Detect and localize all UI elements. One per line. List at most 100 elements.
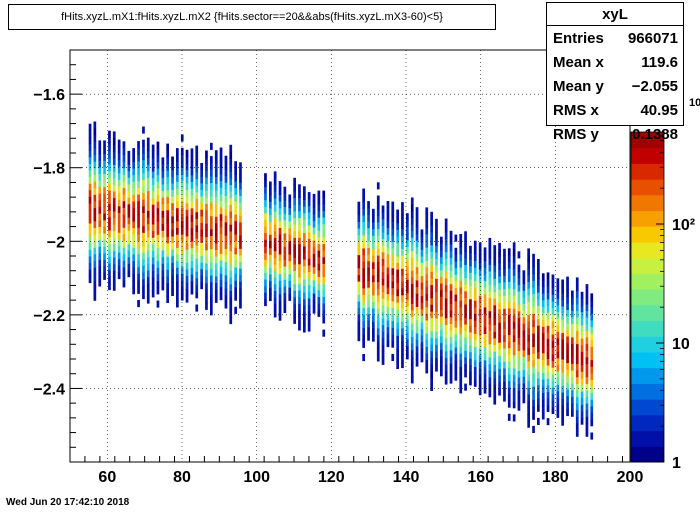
- heatmap-cell: [303, 232, 306, 240]
- heatmap-cell: [122, 174, 126, 182]
- heatmap-cell: [185, 288, 189, 296]
- heatmap-cell: [372, 268, 375, 276]
- heatmap-cell: [264, 206, 267, 214]
- heatmap-cell: [108, 130, 111, 138]
- heatmap-cell: [430, 278, 433, 286]
- heatmap-cell: [537, 364, 540, 372]
- colorbar-swatch: [631, 430, 664, 447]
- heatmap-cell: [108, 157, 111, 165]
- x-tick-label: 100: [243, 469, 270, 486]
- heatmap-cell: [532, 386, 535, 394]
- heatmap-cell: [303, 186, 306, 194]
- heatmap-cell: [307, 225, 311, 233]
- heatmap-cell: [396, 236, 399, 244]
- heatmap-cell: [556, 364, 560, 372]
- heatmap-cell: [224, 182, 228, 190]
- heatmap-cell: [444, 324, 448, 332]
- heatmap-cell: [317, 190, 321, 198]
- heatmap-cell: [293, 237, 296, 245]
- heatmap-cell: [493, 245, 497, 253]
- heatmap-cell: [483, 379, 487, 387]
- heatmap-cell: [367, 227, 370, 235]
- heatmap-cell: [459, 253, 463, 261]
- heatmap-cell: [488, 383, 492, 391]
- heatmap-cell: [108, 137, 111, 145]
- heatmap-cell: [440, 329, 443, 337]
- heatmap-cell: [117, 212, 121, 220]
- heatmap-cell: [219, 253, 223, 261]
- heatmap-cell: [322, 230, 326, 238]
- heatmap-cell: [278, 181, 282, 189]
- heatmap-cell: [317, 223, 321, 231]
- heatmap-cell: [142, 212, 145, 220]
- heatmap-cell: [430, 271, 433, 279]
- heatmap-cell: [488, 390, 492, 398]
- heatmap-cell: [537, 391, 540, 399]
- heatmap-cell: [224, 162, 228, 170]
- heatmap-cell: [288, 207, 292, 215]
- heatmap-cell: [469, 312, 472, 320]
- heatmap-cell: [112, 263, 116, 271]
- heatmap-cell: [372, 321, 375, 329]
- heatmap-cell: [415, 333, 419, 341]
- heatmap-cell: [142, 219, 145, 227]
- heatmap-cell: [444, 351, 448, 359]
- heatmap-cell: [205, 243, 208, 251]
- heatmap-cell: [532, 280, 535, 288]
- heatmap-cell: [571, 350, 574, 358]
- heatmap-cell: [317, 303, 321, 311]
- heatmap-cell: [312, 220, 316, 228]
- heatmap-cell: [464, 237, 467, 245]
- heatmap-cell: [205, 302, 208, 310]
- heatmap-cell: [449, 376, 453, 384]
- heatmap-cell: [488, 330, 492, 338]
- heatmap-cell: [537, 272, 540, 280]
- heatmap-cell: [166, 183, 169, 191]
- heatmap-cell: [410, 217, 414, 225]
- heatmap-cell: [473, 280, 477, 288]
- heatmap-cell: [180, 233, 184, 241]
- heatmap-cell: [357, 221, 361, 229]
- heatmap-cell: [88, 150, 92, 158]
- heatmap-cell: [381, 318, 385, 326]
- heatmap-cell: [200, 282, 203, 290]
- heatmap-cell: [566, 349, 569, 357]
- heatmap-cell: [362, 281, 365, 289]
- heatmap-cell: [430, 291, 433, 299]
- heatmap-cell: [132, 221, 135, 229]
- heatmap-cell: [156, 267, 160, 275]
- heatmap-cell: [541, 392, 545, 400]
- x-tick-label: 140: [393, 469, 420, 486]
- heatmap-cell: [541, 346, 545, 354]
- colorbar-swatch: [631, 147, 664, 164]
- heatmap-cell: [503, 248, 506, 256]
- heatmap-cell: [200, 242, 203, 250]
- heatmap-cell: [122, 147, 126, 155]
- heatmap-cell: [357, 301, 361, 309]
- heatmap-cell: [551, 327, 555, 335]
- heatmap-cell: [112, 283, 116, 291]
- heatmap-cell: [498, 335, 501, 343]
- heatmap-cell: [527, 255, 530, 263]
- heatmap-cell: [166, 163, 169, 171]
- heatmap-cell: [176, 207, 179, 215]
- heatmap-cell: [575, 383, 579, 391]
- heatmap-cell: [93, 227, 97, 235]
- heatmap-cell: [307, 231, 311, 239]
- heatmap-cell: [512, 321, 516, 329]
- heatmap-cell: [546, 272, 550, 280]
- heatmap-cell: [541, 359, 545, 367]
- heatmap-cell: [283, 226, 287, 234]
- heatmap-cell: [224, 208, 228, 216]
- heatmap-cell: [507, 367, 511, 375]
- heatmap-cell: [176, 273, 179, 281]
- heatmap-cell: [512, 361, 516, 369]
- heatmap-cell: [127, 190, 131, 198]
- heatmap-cell: [176, 267, 179, 275]
- heatmap-cell: [108, 256, 111, 264]
- heatmap-cell: [103, 259, 106, 267]
- heatmap-cell: [239, 288, 242, 296]
- heatmap-cell: [200, 189, 203, 197]
- heatmap-cell: [283, 299, 287, 307]
- heatmap-cell: [590, 412, 594, 420]
